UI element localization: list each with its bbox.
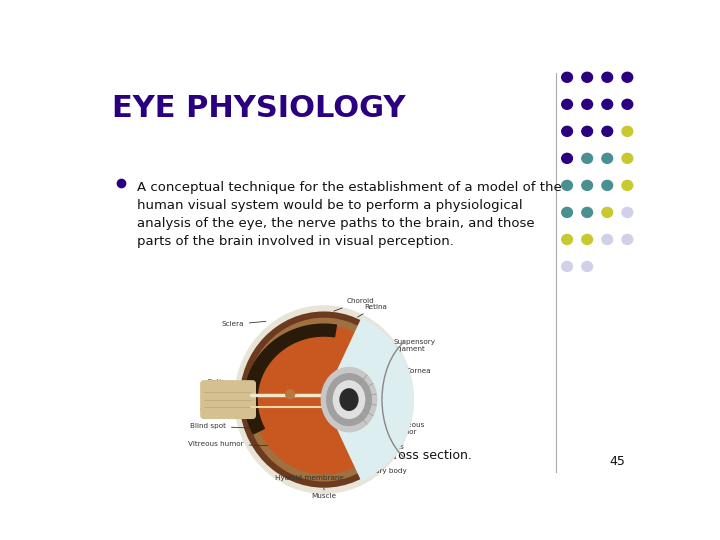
Text: Iris: Iris bbox=[375, 438, 405, 450]
Text: Aqueous
humor: Aqueous humor bbox=[387, 422, 425, 435]
Ellipse shape bbox=[582, 99, 593, 109]
Ellipse shape bbox=[235, 306, 413, 493]
Ellipse shape bbox=[333, 381, 364, 418]
Ellipse shape bbox=[602, 153, 613, 163]
Ellipse shape bbox=[562, 180, 572, 191]
Ellipse shape bbox=[246, 319, 402, 481]
Ellipse shape bbox=[562, 99, 572, 109]
Text: Fovea: Fovea bbox=[253, 372, 288, 393]
Wedge shape bbox=[324, 319, 413, 481]
Ellipse shape bbox=[321, 368, 377, 431]
Text: Vitreous humor: Vitreous humor bbox=[188, 441, 276, 447]
Ellipse shape bbox=[562, 72, 572, 82]
Ellipse shape bbox=[240, 312, 408, 487]
Text: 45: 45 bbox=[610, 455, 626, 468]
Ellipse shape bbox=[602, 126, 613, 136]
Ellipse shape bbox=[622, 207, 633, 218]
Text: Blood
vessels: Blood vessels bbox=[199, 400, 248, 413]
Text: Suspensory
ligament: Suspensory ligament bbox=[380, 339, 436, 364]
Ellipse shape bbox=[340, 389, 358, 410]
Ellipse shape bbox=[327, 374, 372, 426]
Ellipse shape bbox=[582, 261, 593, 272]
Ellipse shape bbox=[582, 72, 593, 82]
Ellipse shape bbox=[602, 72, 613, 82]
Text: Muscle: Muscle bbox=[312, 488, 336, 499]
Text: : Eye cross section.: : Eye cross section. bbox=[351, 449, 472, 462]
Ellipse shape bbox=[622, 180, 633, 191]
Ellipse shape bbox=[582, 234, 593, 245]
FancyBboxPatch shape bbox=[201, 381, 256, 418]
Text: Lens: Lens bbox=[354, 410, 410, 418]
Text: Sclera: Sclera bbox=[221, 321, 266, 327]
Ellipse shape bbox=[582, 153, 593, 163]
Text: Retina: Retina bbox=[358, 303, 387, 317]
Ellipse shape bbox=[602, 234, 613, 245]
Ellipse shape bbox=[562, 261, 572, 272]
Ellipse shape bbox=[622, 72, 633, 82]
Text: Optic
nerve: Optic nerve bbox=[205, 379, 248, 394]
Text: Pupil: Pupil bbox=[361, 393, 411, 401]
Ellipse shape bbox=[582, 126, 593, 136]
Ellipse shape bbox=[562, 153, 572, 163]
Ellipse shape bbox=[602, 180, 613, 191]
Ellipse shape bbox=[602, 99, 613, 109]
Text: EYE PHYSIOLOGY: EYE PHYSIOLOGY bbox=[112, 94, 406, 123]
Text: Cornea: Cornea bbox=[405, 368, 432, 382]
Ellipse shape bbox=[562, 126, 572, 136]
Ellipse shape bbox=[622, 126, 633, 136]
Ellipse shape bbox=[622, 153, 633, 163]
Ellipse shape bbox=[622, 99, 633, 109]
Ellipse shape bbox=[286, 390, 294, 399]
Text: Blind spot: Blind spot bbox=[190, 423, 250, 429]
Ellipse shape bbox=[582, 207, 593, 218]
Text: Hyaloid membrane: Hyaloid membrane bbox=[275, 466, 344, 481]
Polygon shape bbox=[245, 324, 336, 434]
Ellipse shape bbox=[562, 234, 572, 245]
Ellipse shape bbox=[253, 326, 395, 474]
Text: Ciliary body: Ciliary body bbox=[362, 456, 407, 474]
Ellipse shape bbox=[562, 207, 572, 218]
Text: FIGURE 1: FIGURE 1 bbox=[302, 449, 366, 462]
Ellipse shape bbox=[582, 180, 593, 191]
Text: Choroid: Choroid bbox=[334, 298, 374, 311]
Text: A conceptual technique for the establishment of a model of the
human visual syst: A conceptual technique for the establish… bbox=[138, 181, 562, 248]
Ellipse shape bbox=[622, 234, 633, 245]
Ellipse shape bbox=[602, 207, 613, 218]
